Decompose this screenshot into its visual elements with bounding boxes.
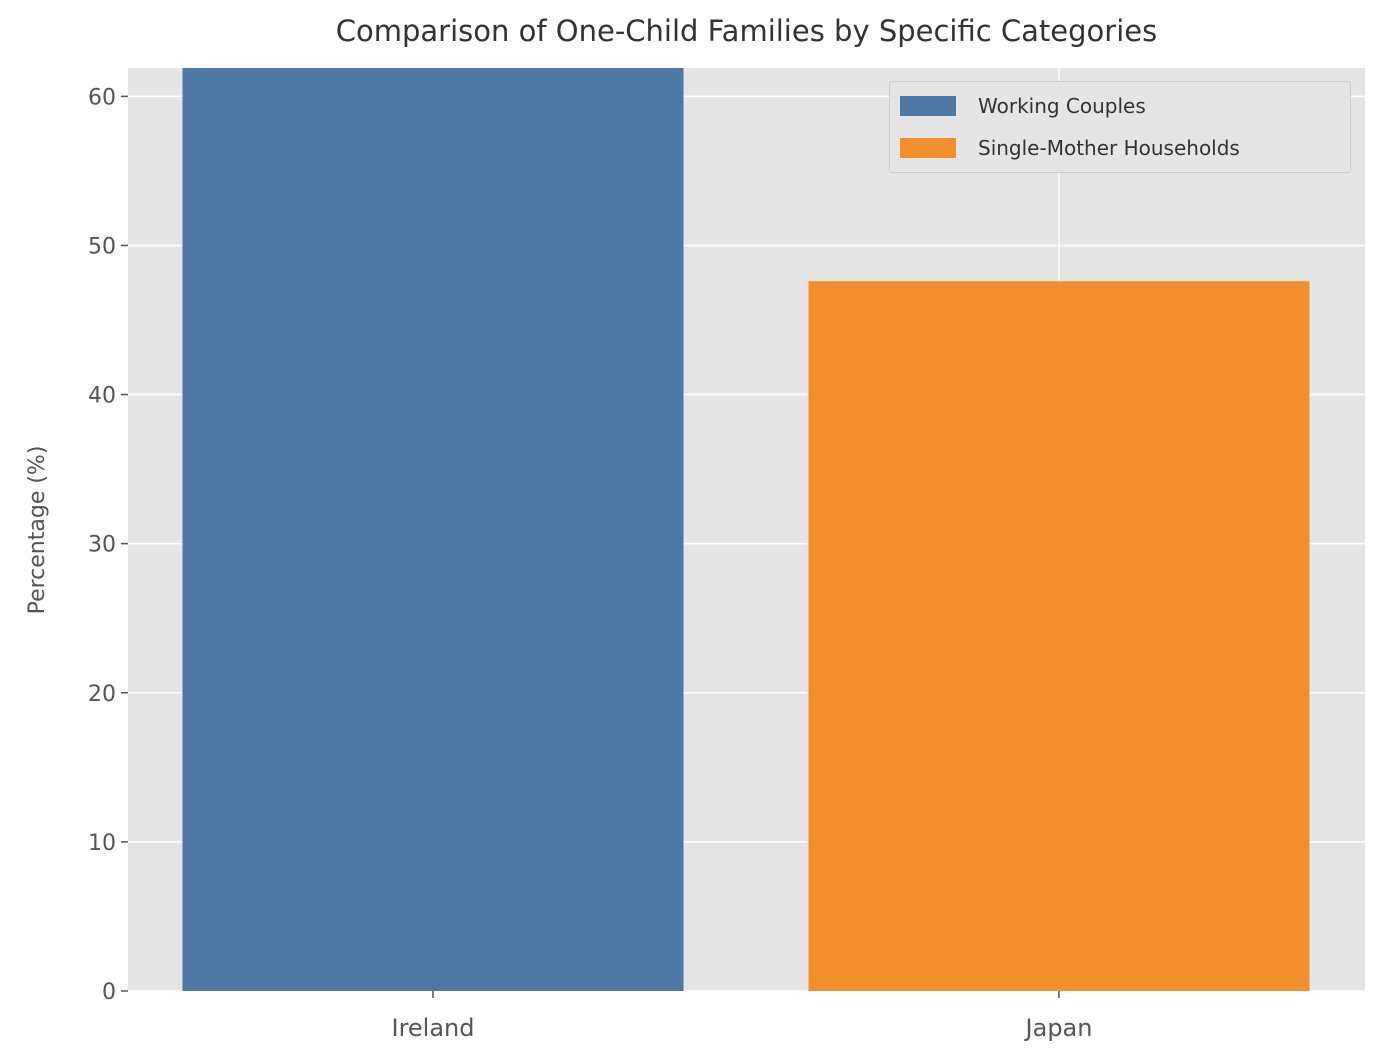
y-tick-label: 0 — [102, 980, 116, 1005]
y-tick-label: 40 — [88, 384, 116, 409]
legend-label: Working Couples — [978, 94, 1146, 118]
legend-swatch — [900, 96, 956, 116]
y-tick-label: 30 — [88, 533, 116, 558]
chart-title: Comparison of One-Child Families by Spec… — [335, 14, 1158, 48]
y-tick-label: 50 — [88, 234, 116, 259]
bar-ireland — [182, 68, 684, 991]
legend-label: Single-Mother Households — [978, 136, 1240, 160]
bar-japan — [808, 281, 1310, 992]
y-tick-label: 10 — [88, 831, 116, 856]
y-axis-label: Percentage (%) — [25, 446, 50, 615]
legend-swatch — [900, 138, 956, 158]
x-tick-label: Ireland — [391, 1014, 474, 1042]
legend: Working Couples Single-Mother Households — [889, 81, 1351, 173]
y-tick-label: 60 — [88, 85, 116, 110]
legend-item-single-mother-households: Single-Mother Households — [900, 136, 1240, 160]
y-tick-label: 20 — [88, 682, 116, 707]
legend-item-working-couples: Working Couples — [900, 94, 1146, 118]
x-tick-label: Japan — [1024, 1014, 1093, 1042]
